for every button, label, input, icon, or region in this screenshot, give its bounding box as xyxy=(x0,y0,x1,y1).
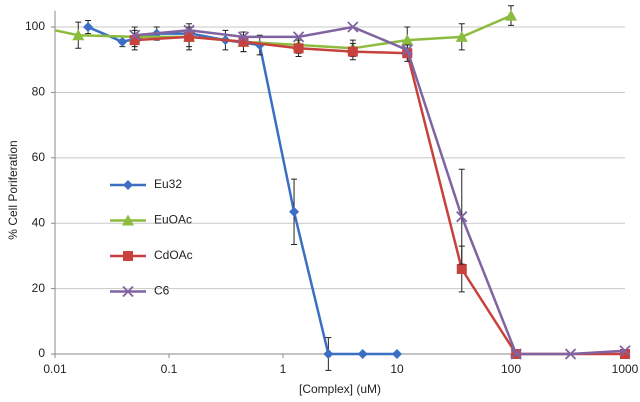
marker xyxy=(292,31,305,43)
series-line xyxy=(134,25,626,356)
series xyxy=(54,5,517,57)
legend-label: EuOAc xyxy=(154,213,192,227)
x-axis-label: [Complex] (uM) xyxy=(299,382,381,396)
marker xyxy=(455,30,468,42)
marker xyxy=(183,24,195,36)
marker xyxy=(347,46,358,57)
y-tick-label: 20 xyxy=(32,281,46,295)
marker xyxy=(129,35,140,46)
x-tick-label: 0.1 xyxy=(161,362,178,376)
legend-item: C6 xyxy=(110,284,170,298)
legend-item: EuOAc xyxy=(110,213,192,227)
y-tick-label: 80 xyxy=(32,85,46,99)
marker xyxy=(505,9,517,21)
legend-label: C6 xyxy=(154,284,170,298)
marker xyxy=(238,36,249,47)
marker xyxy=(401,34,414,46)
marker xyxy=(620,349,630,359)
x-tick-label: 0.01 xyxy=(43,362,67,376)
legend-item: CdOAc xyxy=(110,248,193,262)
marker xyxy=(72,29,85,41)
marker xyxy=(237,31,250,43)
marker xyxy=(323,349,334,359)
marker xyxy=(347,21,359,33)
marker xyxy=(184,31,195,42)
marker xyxy=(122,214,134,226)
marker xyxy=(122,285,134,298)
x-tick-label: 1 xyxy=(280,362,287,376)
series-line xyxy=(87,25,397,356)
legend-label: Eu32 xyxy=(154,177,182,191)
marker xyxy=(456,211,468,223)
marker xyxy=(564,348,577,360)
series xyxy=(129,21,631,360)
y-tick-label: 40 xyxy=(32,215,46,229)
legend-item: Eu32 xyxy=(110,177,182,191)
marker xyxy=(510,348,522,360)
y-tick-label: 0 xyxy=(38,346,45,360)
marker xyxy=(83,22,94,33)
x-tick-label: 100 xyxy=(501,362,521,376)
y-axis-label: % Cell Poriferation xyxy=(6,140,20,239)
marker xyxy=(289,206,300,217)
marker xyxy=(401,44,413,56)
marker xyxy=(392,349,402,359)
marker xyxy=(456,263,467,274)
series-line xyxy=(134,35,625,356)
series xyxy=(129,26,630,359)
series-line xyxy=(54,14,512,50)
marker xyxy=(357,349,368,359)
x-tick-label: 10 xyxy=(390,362,404,376)
y-tick-label: 100 xyxy=(25,19,45,33)
x-tick-label: 1000 xyxy=(612,362,639,376)
marker xyxy=(123,251,133,261)
legend-label: CdOAc xyxy=(154,248,193,262)
marker xyxy=(619,345,631,357)
y-tick-label: 60 xyxy=(32,150,46,164)
series xyxy=(83,20,402,371)
marker xyxy=(129,29,141,41)
marker xyxy=(293,43,304,54)
marker xyxy=(117,36,128,47)
marker xyxy=(123,180,133,190)
